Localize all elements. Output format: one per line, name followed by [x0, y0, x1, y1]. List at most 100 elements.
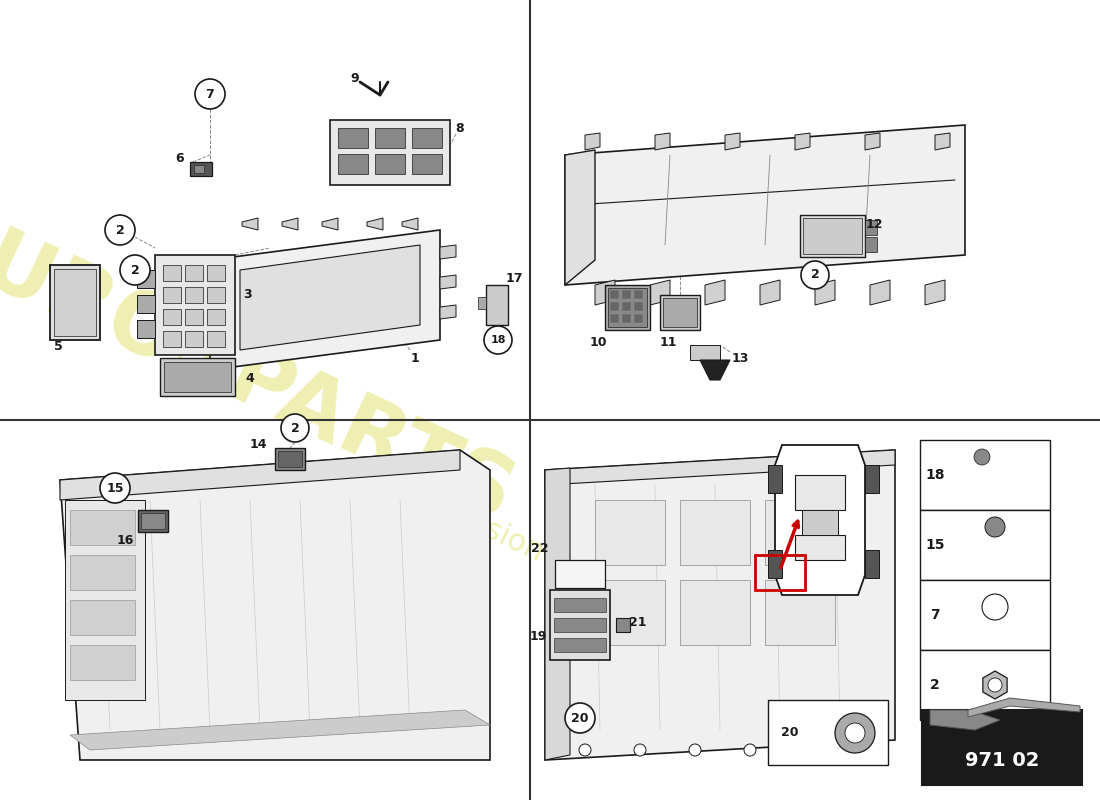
Bar — [207, 331, 226, 347]
Polygon shape — [194, 268, 210, 282]
Bar — [595, 580, 666, 645]
Bar — [138, 270, 155, 288]
Polygon shape — [705, 280, 725, 305]
Polygon shape — [795, 133, 810, 150]
Polygon shape — [440, 245, 456, 259]
Bar — [920, 510, 1050, 580]
Bar — [412, 128, 442, 148]
Bar — [138, 510, 168, 532]
Circle shape — [845, 723, 865, 743]
Bar — [338, 128, 368, 148]
Bar — [764, 500, 835, 565]
Text: a passion for parts since 1985: a passion for parts since 1985 — [405, 479, 835, 701]
Circle shape — [579, 744, 591, 756]
Bar — [138, 295, 155, 313]
Bar — [163, 287, 182, 303]
Bar — [865, 237, 877, 252]
Polygon shape — [654, 133, 670, 150]
Bar — [70, 555, 135, 590]
Bar — [50, 265, 100, 340]
Circle shape — [982, 594, 1008, 620]
Bar — [70, 645, 135, 680]
Bar — [278, 451, 303, 467]
Bar — [680, 500, 750, 565]
Bar — [554, 618, 606, 632]
Bar — [138, 320, 155, 338]
Circle shape — [835, 713, 874, 753]
Polygon shape — [194, 328, 210, 342]
Circle shape — [854, 744, 866, 756]
Text: 18: 18 — [491, 335, 506, 345]
Circle shape — [565, 703, 595, 733]
Polygon shape — [240, 245, 420, 350]
Bar — [605, 285, 650, 330]
Bar — [554, 638, 606, 652]
Bar — [920, 650, 1050, 720]
Bar — [768, 550, 782, 578]
Bar — [556, 560, 605, 588]
Polygon shape — [776, 445, 865, 595]
Text: 22: 22 — [531, 542, 549, 554]
Polygon shape — [322, 218, 338, 230]
Bar — [65, 500, 145, 700]
Bar — [768, 700, 888, 765]
Bar — [207, 309, 226, 325]
Text: 8: 8 — [455, 122, 464, 134]
Bar — [922, 710, 1082, 785]
Bar — [660, 295, 700, 330]
Text: 2: 2 — [131, 263, 140, 277]
Text: 20: 20 — [571, 711, 588, 725]
Bar — [70, 510, 135, 545]
Text: 4: 4 — [245, 371, 254, 385]
Bar — [634, 302, 643, 311]
Text: EUROSPARTS: EUROSPARTS — [0, 198, 526, 542]
Bar — [185, 287, 204, 303]
Bar — [610, 290, 619, 299]
Polygon shape — [760, 280, 780, 305]
Text: 5: 5 — [54, 339, 63, 353]
Bar — [163, 331, 182, 347]
Bar — [141, 513, 165, 529]
Bar — [54, 269, 96, 336]
Circle shape — [634, 744, 646, 756]
Polygon shape — [440, 305, 456, 319]
Bar — [207, 265, 226, 281]
Circle shape — [799, 744, 811, 756]
Bar — [616, 618, 630, 632]
Polygon shape — [210, 230, 440, 370]
Polygon shape — [935, 133, 950, 150]
Polygon shape — [565, 125, 965, 285]
Text: 21: 21 — [629, 615, 647, 629]
Bar — [795, 535, 845, 560]
Bar — [185, 331, 204, 347]
Text: 16: 16 — [117, 534, 134, 546]
Circle shape — [744, 744, 756, 756]
Bar — [412, 154, 442, 174]
Polygon shape — [544, 450, 895, 485]
Bar — [920, 440, 1050, 510]
Bar — [164, 362, 231, 392]
Polygon shape — [650, 280, 670, 305]
Polygon shape — [968, 698, 1080, 717]
Bar — [663, 298, 697, 327]
Bar — [486, 285, 508, 325]
Polygon shape — [367, 218, 383, 230]
Text: 13: 13 — [732, 351, 749, 365]
Polygon shape — [565, 150, 595, 285]
Circle shape — [100, 473, 130, 503]
Text: 14: 14 — [250, 438, 266, 450]
Polygon shape — [815, 280, 835, 305]
Text: 971 02: 971 02 — [965, 750, 1040, 770]
Text: 18: 18 — [925, 468, 945, 482]
Bar — [755, 555, 805, 590]
Bar — [634, 290, 643, 299]
Bar — [920, 580, 1050, 650]
Text: 11: 11 — [659, 335, 676, 349]
Circle shape — [484, 326, 512, 354]
Circle shape — [974, 449, 990, 465]
Text: 19: 19 — [529, 630, 547, 642]
Bar — [155, 255, 235, 355]
Text: 15: 15 — [107, 482, 123, 494]
Bar — [795, 475, 845, 510]
Polygon shape — [930, 710, 1000, 730]
